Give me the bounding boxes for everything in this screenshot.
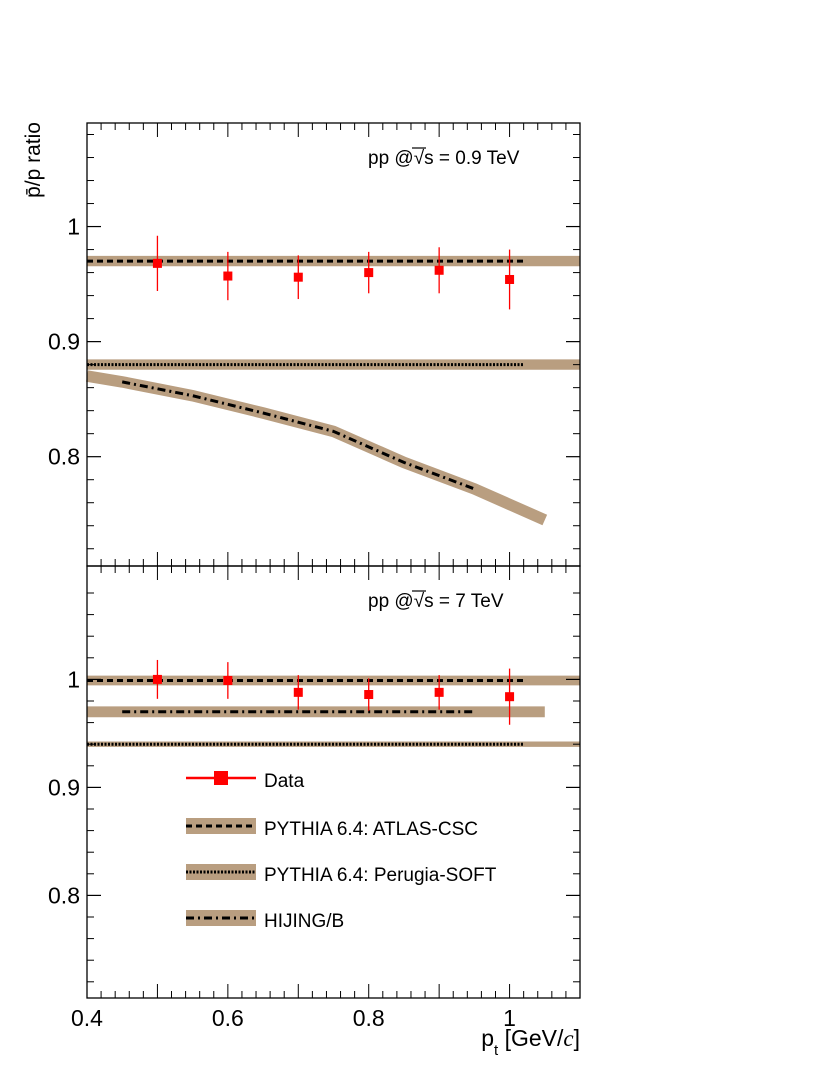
data-point: [223, 271, 233, 281]
x-axis-title: pt [GeV/c]: [481, 1025, 580, 1059]
x-axis-title-sub: t: [494, 1042, 499, 1059]
panel-title-sqrt-arg: s: [424, 591, 434, 612]
panel-title-pre: pp @: [368, 591, 414, 612]
data-point: [434, 687, 444, 697]
model-line-dashdot: [121, 380, 475, 491]
legend: Data PYTHIA 6.4: ATLAS-CSC PYTHIA 6.4: Per…: [186, 771, 497, 932]
panel-title-post: = 0.9 TeV: [434, 148, 520, 169]
x-tick-label: 0.4: [71, 1005, 103, 1031]
y-tick-label: 0.8: [48, 444, 80, 470]
model-band-dashdot: [86, 370, 548, 526]
y-axis-title: p̄/p ratio: [22, 122, 45, 198]
y-tick-label: 1: [67, 666, 80, 692]
legend-label: PYTHIA 6.4: Perugia-SOFT: [264, 865, 497, 886]
panel-title-sqrt-symbol: √: [414, 148, 425, 169]
legend-label: PYTHIA 6.4: ATLAS-CSC: [264, 819, 478, 840]
y-tick-label: 0.9: [48, 329, 80, 355]
data-point: [505, 274, 515, 284]
data-point: [505, 692, 515, 702]
panel-title: pp @√s = 7 TeV: [368, 591, 504, 612]
panel-frame: [86, 565, 581, 999]
panel-title-pre: pp @: [368, 148, 414, 169]
x-axis-title-unit-close: ]: [574, 1025, 580, 1051]
x-axis-title-unit-c: c: [563, 1026, 573, 1051]
panel-title-sqrt-symbol: √: [414, 591, 425, 612]
legend-label: HIJING/B: [264, 911, 344, 932]
data-point: [364, 268, 374, 278]
data-point: [152, 674, 162, 684]
y-tick-label: 0.9: [48, 774, 80, 800]
panel-title: pp @√s = 0.9 TeV: [368, 148, 520, 169]
x-axis-title-p: p: [481, 1025, 494, 1051]
x-tick-label: 0.8: [353, 1005, 385, 1031]
y-tick-label: 0.8: [48, 882, 80, 908]
data-point: [434, 265, 444, 275]
panel-title-sqrt-arg: s: [424, 148, 434, 169]
data-point: [293, 272, 303, 282]
legend-label: Data: [264, 771, 305, 792]
legend-data-marker: [214, 771, 228, 785]
data-point-layer: [152, 235, 515, 725]
x-axis-title-unit-open: [GeV/: [498, 1025, 564, 1051]
data-point: [223, 675, 233, 685]
band-layer: [86, 255, 580, 747]
data-point: [152, 258, 162, 268]
panel-title-post: = 7 TeV: [434, 591, 504, 612]
model-line-layer: [87, 259, 524, 746]
y-tick-label: 1: [67, 214, 80, 240]
x-tick-label: 1: [503, 1005, 516, 1031]
data-point: [293, 687, 303, 697]
x-tick-label: 0.6: [212, 1005, 244, 1031]
legend-band-dashdot: [186, 910, 256, 926]
data-point: [364, 690, 374, 700]
